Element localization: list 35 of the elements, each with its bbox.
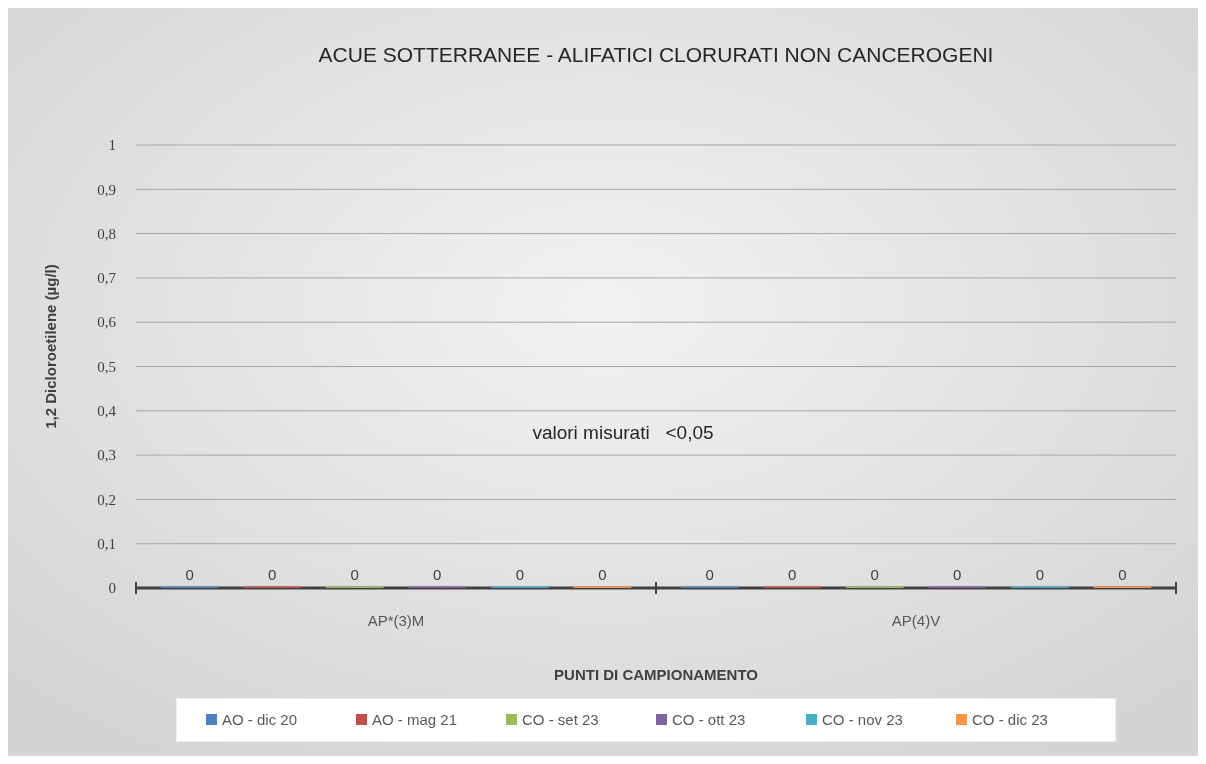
legend-label: CO - nov 23: [822, 711, 903, 729]
data-label: 0: [788, 566, 797, 583]
data-label: 0: [598, 566, 607, 583]
data-label: 0: [185, 566, 194, 583]
data-label: 0: [1035, 566, 1044, 583]
y-tick-label: 0,8: [97, 225, 116, 242]
chart-title: ACUE SOTTERRANEE - ALIFATICI CLORURATI NON CANCEROGENI: [318, 43, 994, 66]
x-tick-label: AP(4)V: [891, 612, 941, 629]
legend-label: CO - dic 23: [972, 711, 1048, 729]
y-tick-label: 0: [108, 580, 116, 597]
annotation: valori misurati <0,05: [532, 421, 714, 443]
data-label: 0: [268, 566, 277, 583]
y-tick-label: 0,7: [97, 270, 117, 287]
y-tick-label: 1: [108, 137, 116, 154]
legend-label: AO - dic 20: [222, 711, 298, 729]
legend-label: AO - mag 21: [372, 711, 458, 729]
y-axis-title: 1,2 Dicloroetilene (µg/l): [42, 264, 59, 429]
data-label: 0: [705, 566, 714, 583]
y-tick-label: 0,5: [97, 358, 116, 375]
data-label: 0: [433, 566, 442, 583]
data-label: 0: [870, 566, 879, 583]
x-tick-label: AP*(3)M: [367, 612, 425, 629]
legend-label: CO - set 23: [522, 711, 599, 729]
y-tick-label: 0,9: [97, 181, 116, 198]
y-tick-label: 0,2: [97, 491, 116, 508]
data-label: 0: [350, 566, 359, 583]
legend-label: CO - ott 23: [672, 711, 746, 729]
data-label: 0: [1118, 566, 1127, 583]
data-label: 0: [515, 566, 524, 583]
y-tick-label: 0,6: [97, 314, 117, 331]
y-tick-label: 0,1: [97, 535, 116, 552]
data-label: 0: [953, 566, 962, 583]
x-axis-title: PUNTI DI CAMPIONAMENTO: [554, 666, 759, 683]
y-tick-label: 0,3: [97, 447, 116, 464]
y-tick-label: 0,4: [97, 403, 117, 420]
